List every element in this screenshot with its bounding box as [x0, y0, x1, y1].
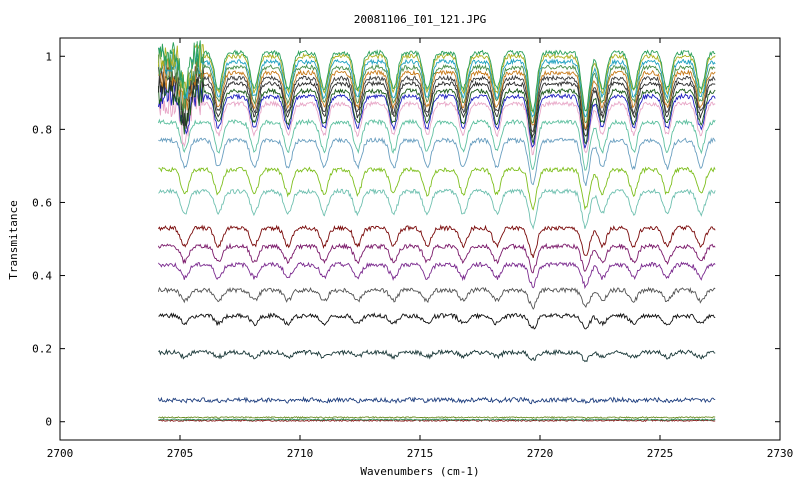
x-tick-label: 2730 [767, 447, 794, 460]
series-line [158, 312, 716, 330]
x-tick-label: 2710 [287, 447, 314, 460]
series-line [158, 166, 716, 211]
x-axis-label: Wavenumbers (cm-1) [360, 465, 479, 478]
series-line [157, 118, 716, 171]
chart-title: 20081106_I01_121.JPG [354, 13, 486, 26]
y-tick-label: 0.6 [32, 196, 52, 209]
series-line [157, 242, 716, 274]
series-line [158, 348, 716, 363]
series-line [157, 83, 716, 149]
y-axis: 0 0.2 0.4 0.6 0.8 1 [32, 50, 780, 429]
series-line [157, 53, 716, 124]
x-tick-label: 2725 [647, 447, 674, 460]
y-axis-label: Transmitance [7, 200, 20, 279]
y-tick-label: 1 [45, 50, 52, 63]
x-axis: 2700 2705 2710 2715 2720 2725 2730 [47, 38, 794, 460]
series-line [158, 418, 716, 422]
series-line [157, 69, 716, 140]
series-line [158, 89, 716, 156]
series-line [158, 415, 716, 419]
series-line [158, 261, 716, 290]
series-layer [157, 40, 716, 423]
x-tick-label: 2700 [47, 447, 74, 460]
y-tick-label: 0 [45, 416, 52, 429]
series-line [157, 47, 716, 118]
y-tick-label: 0.2 [32, 343, 52, 356]
y-tick-label: 0.4 [32, 270, 52, 283]
series-line [157, 396, 716, 405]
series-line [157, 77, 716, 145]
series-line [157, 40, 716, 113]
series-line [158, 59, 716, 130]
x-tick-label: 2705 [167, 447, 194, 460]
series-line [158, 136, 716, 187]
series-line [157, 66, 716, 133]
series-line [158, 187, 716, 230]
series-line [158, 224, 716, 259]
series-line [158, 419, 716, 423]
x-tick-label: 2715 [407, 447, 434, 460]
y-tick-label: 0.8 [32, 123, 52, 136]
x-tick-label: 2720 [527, 447, 554, 460]
series-line [157, 286, 716, 310]
